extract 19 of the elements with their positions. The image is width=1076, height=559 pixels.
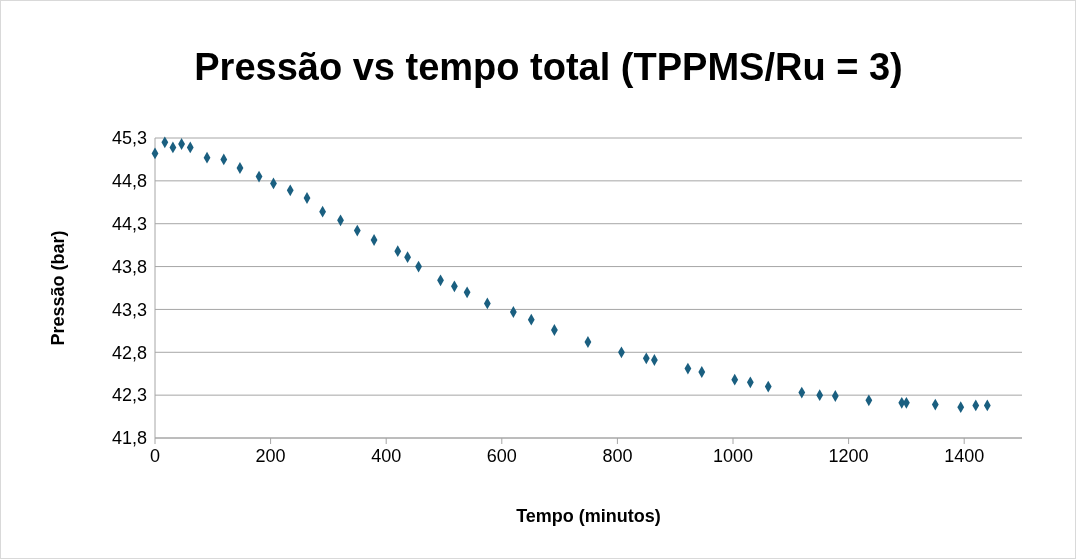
chart-title: Pressão vs tempo total (TPPMS/Ru = 3) — [194, 46, 903, 88]
y-tick-label: 44,3 — [111, 214, 147, 235]
y-tick-label: 44,8 — [111, 171, 147, 192]
y-tick-label: 45,3 — [111, 128, 147, 149]
x-tick-label: 0 — [149, 446, 161, 466]
y-tick-label: 42,3 — [111, 385, 147, 406]
x-tick-label: 400 — [371, 446, 402, 466]
x-axis-title: Tempo (minutos) — [516, 506, 661, 526]
x-tick-label: 800 — [602, 446, 633, 466]
y-axis-title: Pressão (bar) — [48, 230, 68, 346]
x-tick-label: 1400 — [944, 446, 985, 466]
x-tick-label: 1200 — [828, 446, 869, 466]
x-tick-label: 600 — [486, 446, 517, 466]
y-tick-label: 42,8 — [111, 342, 147, 363]
y-tick-label: 43,3 — [111, 299, 147, 320]
y-tick-label: 41,8 — [111, 428, 147, 449]
x-tick-label: 200 — [255, 446, 286, 466]
x-tick-label: 1000 — [712, 446, 754, 466]
y-tick-label: 43,8 — [111, 256, 147, 277]
